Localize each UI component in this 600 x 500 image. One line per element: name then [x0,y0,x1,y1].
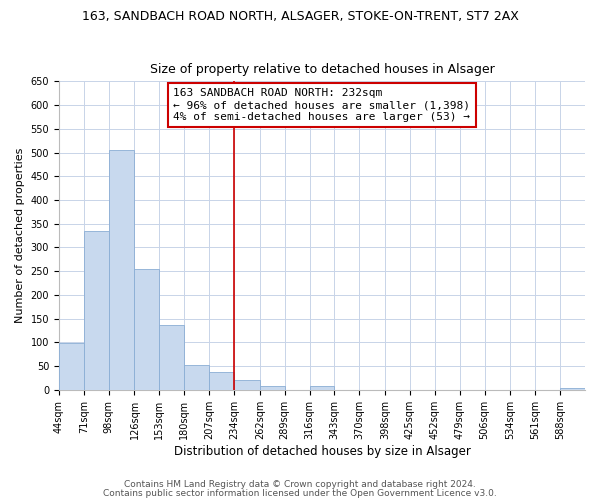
Bar [84,231,109,390]
Bar [134,269,160,390]
Bar [109,150,134,390]
Title: Size of property relative to detached houses in Alsager: Size of property relative to detached ho… [149,63,494,76]
Text: 163, SANDBACH ROAD NORTH, ALSAGER, STOKE-ON-TRENT, ST7 2AX: 163, SANDBACH ROAD NORTH, ALSAGER, STOKE… [82,10,518,23]
Bar [209,372,234,390]
Text: 163 SANDBACH ROAD NORTH: 232sqm
← 96% of detached houses are smaller (1,398)
4% : 163 SANDBACH ROAD NORTH: 232sqm ← 96% of… [173,88,470,122]
Bar [160,325,184,390]
Bar [310,386,334,390]
Y-axis label: Number of detached properties: Number of detached properties [15,148,25,324]
Bar [560,388,585,390]
Bar [234,380,260,390]
Text: Contains public sector information licensed under the Open Government Licence v3: Contains public sector information licen… [103,488,497,498]
Bar [184,364,209,390]
Text: Contains HM Land Registry data © Crown copyright and database right 2024.: Contains HM Land Registry data © Crown c… [124,480,476,489]
Bar [59,344,84,390]
X-axis label: Distribution of detached houses by size in Alsager: Distribution of detached houses by size … [173,444,470,458]
Bar [260,386,284,390]
